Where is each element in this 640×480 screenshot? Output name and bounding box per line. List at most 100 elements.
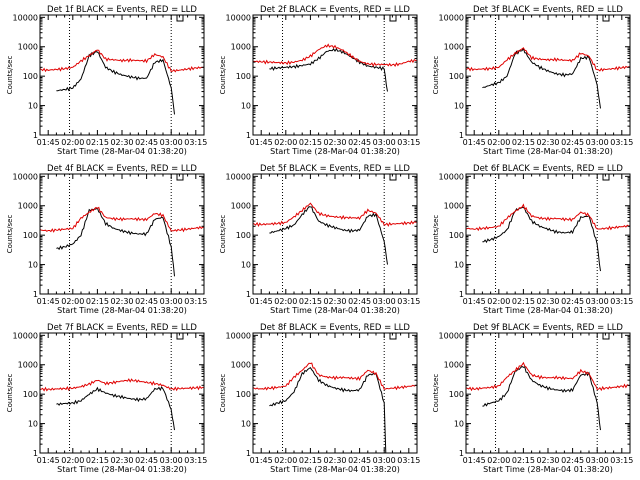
x-tick-label: 03:00 <box>160 297 183 306</box>
y-tick-label: 10 <box>454 261 464 270</box>
y-tick-label: 10000 <box>226 172 251 181</box>
y-tick-label: 10000 <box>439 172 464 181</box>
x-tick-label: 02:30 <box>536 456 559 465</box>
y-tick-label: 1 <box>33 449 38 458</box>
y-tick-label: 1 <box>459 449 464 458</box>
series-line-events <box>56 385 175 431</box>
y-tick-label: 1000 <box>18 202 38 211</box>
x-tick-label: 01:45 <box>250 138 273 147</box>
x-tick-label: 02:15 <box>512 456 535 465</box>
x-tick-label: 01:45 <box>37 456 60 465</box>
chart-title: Det 8f BLACK = Events, RED = LLD <box>260 323 410 333</box>
x-tick-label: 02:00 <box>274 138 297 147</box>
x-axis-label: Start Time (28-Mar-04 01:38:20) <box>270 147 400 156</box>
y-tick-label: 1000 <box>231 43 251 52</box>
x-tick-label: 03:00 <box>586 138 609 147</box>
corner-indicator-icon <box>389 333 397 340</box>
x-axis-label: Start Time (28-Mar-04 01:38:20) <box>483 465 613 474</box>
y-tick-label: 1 <box>246 131 251 140</box>
x-tick-label: 02:00 <box>61 138 84 147</box>
x-axis-label: Start Time (28-Mar-04 01:38:20) <box>57 306 187 315</box>
y-tick-label: 1000 <box>444 361 464 370</box>
chart-panel-det-7: Det 7f BLACK = Events, RED = LLD 1 10 100 10… <box>6 323 207 474</box>
series-line-lld <box>466 361 630 392</box>
x-tick-label: 02:30 <box>536 138 559 147</box>
corner-indicator-icon <box>389 15 397 22</box>
chart-title: Det 2f BLACK = Events, RED = LLD <box>260 5 410 15</box>
x-axis-label: Start Time (28-Mar-04 01:38:20) <box>483 147 613 156</box>
y-tick-label: 1000 <box>18 361 38 370</box>
y-axis-label: Counts/sec <box>432 374 440 413</box>
chart-title: Det 4f BLACK = Events, RED = LLD <box>47 164 197 174</box>
y-tick-label: 1000 <box>444 202 464 211</box>
y-tick-label: 1000 <box>231 361 251 370</box>
corner-indicator-icon <box>176 174 184 181</box>
y-tick-label: 100 <box>449 231 464 240</box>
x-tick-label: 01:45 <box>463 456 486 465</box>
y-tick-label: 100 <box>449 390 464 399</box>
y-tick-label: 1 <box>459 131 464 140</box>
y-axis-label: Counts/sec <box>219 215 227 254</box>
x-tick-label: 02:00 <box>487 297 510 306</box>
x-tick-label: 02:30 <box>110 456 133 465</box>
x-tick-label: 02:15 <box>512 138 535 147</box>
x-tick-label: 03:00 <box>373 297 396 306</box>
chart-panel-det-8: Det 8f BLACK = Events, RED = LLD 1 10 100 10… <box>219 323 420 474</box>
x-axis-label: Start Time (28-Mar-04 01:38:20) <box>57 465 187 474</box>
y-tick-label: 100 <box>23 231 38 240</box>
x-tick-label: 03:15 <box>397 456 420 465</box>
plot-frame <box>465 14 631 136</box>
series-line-events <box>269 206 388 265</box>
x-tick-label: 03:15 <box>610 138 633 147</box>
x-tick-label: 02:45 <box>348 297 371 306</box>
x-tick-label: 02:45 <box>348 456 371 465</box>
y-tick-label: 10000 <box>13 13 38 22</box>
chart-panel-det-6: Det 6f BLACK = Events, RED = LLD 1 10 100 10… <box>432 164 633 315</box>
corner-indicator-icon <box>176 15 184 22</box>
x-tick-label: 02:15 <box>512 297 535 306</box>
plot-frame <box>252 173 418 295</box>
y-axis-label: Counts/sec <box>6 56 14 95</box>
y-tick-label: 1 <box>246 449 251 458</box>
y-axis-label: Counts/sec <box>219 374 227 413</box>
x-tick-label: 03:15 <box>610 456 633 465</box>
series-line-events <box>482 365 601 431</box>
x-tick-label: 03:15 <box>184 297 207 306</box>
x-tick-label: 02:45 <box>561 138 584 147</box>
x-tick-label: 01:45 <box>250 456 273 465</box>
series-line-lld <box>40 49 204 73</box>
y-axis-label: Counts/sec <box>6 215 14 254</box>
x-tick-label: 02:45 <box>135 456 158 465</box>
x-tick-label: 01:45 <box>250 297 273 306</box>
series-line-lld <box>253 362 417 391</box>
chart-panel-det-4: Det 4f BLACK = Events, RED = LLD 1 10 100 10… <box>6 164 207 315</box>
chart-title: Det 9f BLACK = Events, RED = LLD <box>473 323 623 333</box>
x-tick-label: 03:15 <box>610 297 633 306</box>
plot-frame <box>465 173 631 295</box>
x-tick-label: 02:30 <box>110 138 133 147</box>
x-tick-label: 03:15 <box>184 456 207 465</box>
y-tick-label: 10 <box>28 261 38 270</box>
x-tick-label: 03:00 <box>160 138 183 147</box>
y-tick-label: 10000 <box>226 13 251 22</box>
series-line-events <box>482 47 601 109</box>
series-line-lld <box>253 202 417 228</box>
y-tick-label: 10000 <box>439 331 464 340</box>
chart-title: Det 5f BLACK = Events, RED = LLD <box>260 164 410 174</box>
x-tick-label: 02:30 <box>536 297 559 306</box>
x-tick-label: 03:15 <box>397 138 420 147</box>
x-tick-label: 02:15 <box>86 297 109 306</box>
x-tick-label: 02:30 <box>323 138 346 147</box>
x-tick-label: 02:00 <box>487 138 510 147</box>
y-tick-label: 10 <box>241 261 251 270</box>
series-line-lld <box>466 47 630 72</box>
y-tick-label: 10 <box>454 102 464 111</box>
x-tick-label: 01:45 <box>37 138 60 147</box>
x-tick-label: 02:15 <box>86 138 109 147</box>
chart-title: Det 1f BLACK = Events, RED = LLD <box>47 5 197 15</box>
plot-frame <box>252 332 418 454</box>
y-tick-label: 100 <box>23 72 38 81</box>
x-tick-label: 02:00 <box>274 297 297 306</box>
x-tick-label: 02:45 <box>561 297 584 306</box>
